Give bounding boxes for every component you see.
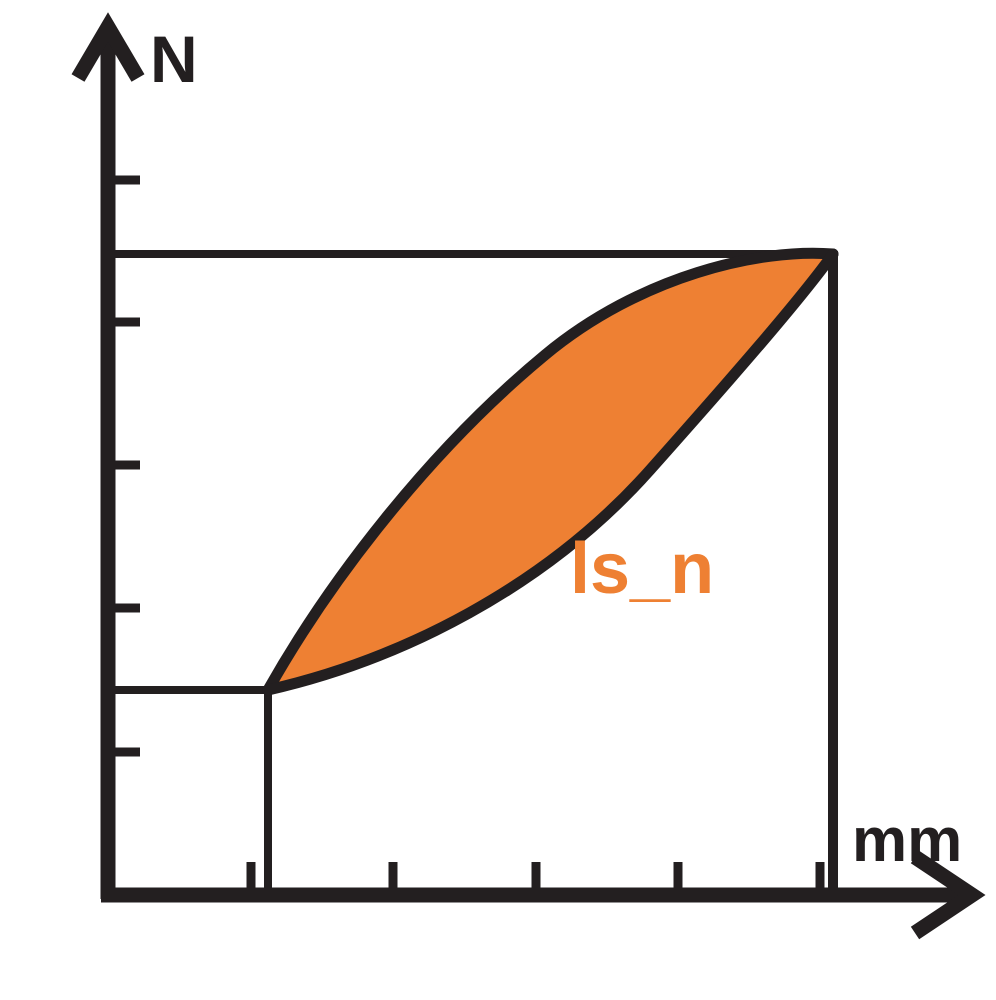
x-axis-ticks	[246, 862, 825, 891]
y-axis-arrow-icon	[71, 12, 145, 82]
y-axis	[71, 12, 145, 899]
x-axis-arrow-icon	[910, 850, 986, 940]
x-axis	[101, 850, 986, 940]
ls_n-area-fill	[268, 253, 833, 690]
x-axis-label: mm	[852, 806, 962, 875]
y-axis-label: N	[150, 22, 198, 96]
ls_n-annotation-label: ls_n	[570, 529, 714, 609]
hysteresis-curves	[262, 247, 839, 696]
ls_n-shaded-region	[268, 253, 833, 690]
y-axis-ticks	[112, 175, 140, 757]
loading-curve	[262, 247, 839, 696]
unloading-curve	[262, 248, 839, 696]
guide-lines	[108, 250, 838, 895]
